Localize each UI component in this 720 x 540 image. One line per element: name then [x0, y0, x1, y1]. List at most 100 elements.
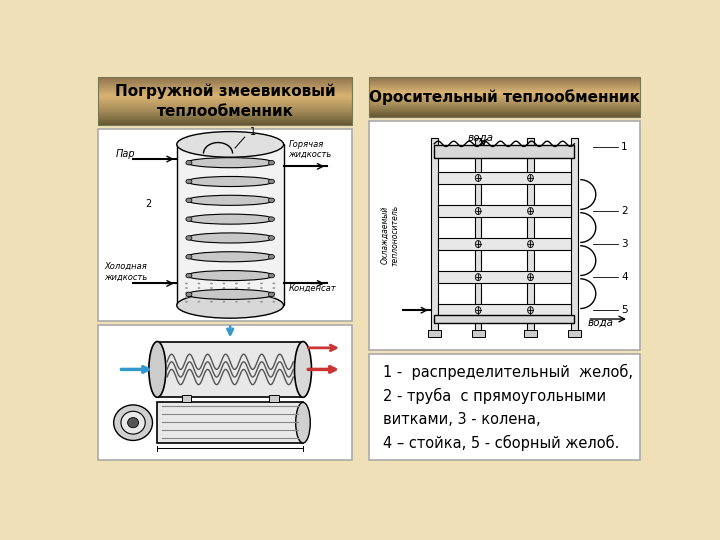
Bar: [571, 138, 577, 332]
Bar: [99, 81, 352, 82]
Bar: [369, 92, 639, 93]
Text: 5: 5: [621, 305, 628, 315]
Ellipse shape: [186, 198, 192, 202]
Ellipse shape: [186, 214, 274, 224]
Bar: [472, 330, 485, 336]
Bar: [369, 109, 639, 110]
Bar: [99, 110, 352, 111]
Bar: [568, 330, 581, 336]
Bar: [99, 104, 352, 105]
Bar: [99, 99, 352, 100]
Ellipse shape: [114, 405, 153, 441]
Bar: [369, 93, 639, 94]
Ellipse shape: [269, 198, 274, 202]
Ellipse shape: [185, 282, 188, 285]
Text: Оросительный теплообменник: Оросительный теплообменник: [369, 89, 640, 105]
Bar: [369, 108, 639, 109]
Ellipse shape: [475, 274, 481, 281]
Bar: [99, 86, 352, 87]
Bar: [369, 99, 639, 100]
Ellipse shape: [475, 207, 481, 214]
Bar: [99, 117, 352, 118]
Text: вода: вода: [468, 132, 494, 143]
Bar: [369, 104, 639, 105]
Bar: [99, 122, 352, 124]
Bar: [99, 94, 352, 96]
Bar: [369, 100, 639, 102]
Bar: [438, 304, 571, 316]
Bar: [99, 101, 352, 102]
Ellipse shape: [186, 292, 192, 296]
Bar: [99, 98, 352, 99]
Ellipse shape: [186, 233, 274, 243]
Text: Горячая
жидкость: Горячая жидкость: [289, 140, 332, 159]
Text: Погружной змеевиковый
теплообменник: Погружной змеевиковый теплообменник: [115, 84, 336, 119]
Bar: [99, 90, 352, 92]
Bar: [369, 88, 639, 89]
Bar: [99, 91, 352, 92]
Bar: [369, 91, 639, 92]
Bar: [99, 77, 352, 125]
Bar: [369, 103, 639, 104]
Bar: [438, 271, 571, 283]
Bar: [369, 84, 639, 85]
Ellipse shape: [260, 282, 263, 285]
Bar: [99, 85, 352, 86]
Bar: [99, 87, 352, 89]
Text: 1 -  распределительный  желоб,
2 - труба  с прямоугольными
витками, 3 - колена,
: 1 - распределительный желоб, 2 - труба с…: [383, 364, 633, 451]
Bar: [369, 91, 639, 92]
Ellipse shape: [294, 341, 312, 397]
Bar: [99, 88, 352, 89]
Ellipse shape: [186, 179, 192, 184]
Bar: [99, 122, 352, 123]
Bar: [99, 105, 352, 106]
Ellipse shape: [528, 307, 534, 314]
Ellipse shape: [248, 296, 251, 298]
Ellipse shape: [260, 292, 263, 294]
Bar: [99, 118, 352, 119]
Text: 2: 2: [621, 206, 628, 216]
Bar: [369, 112, 639, 113]
Ellipse shape: [222, 301, 225, 302]
Bar: [369, 109, 639, 110]
Bar: [369, 113, 639, 114]
Ellipse shape: [528, 174, 534, 181]
Ellipse shape: [197, 296, 200, 298]
Ellipse shape: [197, 287, 200, 289]
Ellipse shape: [186, 177, 274, 186]
Text: 1: 1: [250, 127, 256, 137]
Ellipse shape: [210, 296, 213, 298]
Bar: [369, 81, 639, 82]
Bar: [369, 78, 639, 79]
Ellipse shape: [222, 296, 225, 298]
Bar: [99, 113, 352, 114]
Bar: [158, 402, 303, 443]
Bar: [369, 105, 639, 106]
Bar: [99, 105, 352, 107]
Bar: [369, 95, 639, 96]
Bar: [524, 330, 537, 336]
Bar: [369, 83, 639, 84]
Bar: [99, 115, 352, 116]
Bar: [434, 315, 575, 323]
Bar: [369, 114, 639, 115]
Bar: [99, 106, 352, 107]
Ellipse shape: [235, 296, 238, 298]
Bar: [369, 102, 639, 103]
Text: Холодная
жидкость: Холодная жидкость: [104, 262, 147, 282]
Bar: [438, 172, 571, 184]
Ellipse shape: [186, 289, 274, 300]
Bar: [99, 97, 352, 98]
Ellipse shape: [186, 273, 192, 278]
Bar: [369, 80, 639, 81]
Ellipse shape: [222, 287, 225, 289]
Ellipse shape: [528, 207, 534, 214]
Bar: [369, 110, 639, 111]
Bar: [369, 79, 639, 80]
Bar: [369, 84, 639, 85]
Ellipse shape: [186, 160, 192, 165]
Ellipse shape: [528, 240, 534, 248]
Bar: [369, 93, 639, 94]
Bar: [369, 82, 639, 83]
Bar: [99, 120, 352, 121]
